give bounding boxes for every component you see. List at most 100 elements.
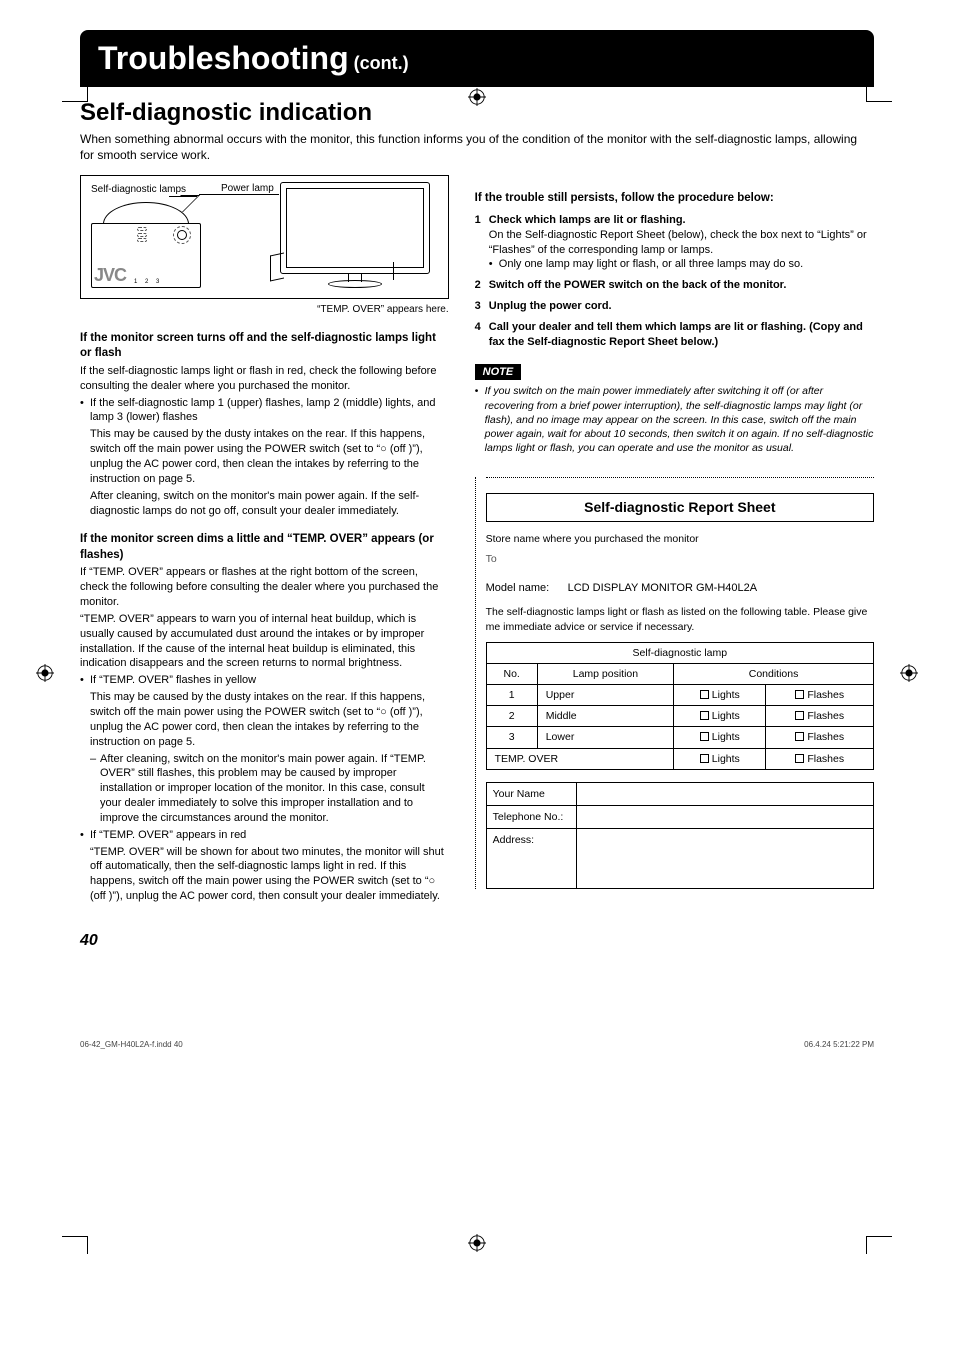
cell-label: Flashes	[807, 731, 844, 743]
crop-corner	[866, 84, 892, 102]
step-number: 4	[475, 320, 481, 350]
title-bar: Troubleshooting (cont.)	[80, 30, 874, 87]
step-number: 2	[475, 278, 481, 293]
cell-flashes[interactable]: Flashes	[766, 706, 874, 727]
crop-corner	[62, 1236, 88, 1254]
cell-lights[interactable]: Lights	[674, 685, 766, 706]
left-column: Self-diagnostic lamps Power lamp JVC 1 2…	[80, 175, 449, 906]
cell-label: Lights	[712, 689, 740, 701]
step-bullet: Only one lamp may light or flash, or all…	[489, 257, 874, 272]
cell-flashes[interactable]: Flashes	[766, 727, 874, 748]
right-column: If the trouble still persists, follow th…	[475, 175, 874, 906]
left-subhead-1: If the monitor screen turns off and the …	[80, 331, 449, 362]
cell-pos: Upper	[537, 685, 673, 706]
cell-no: 1	[486, 685, 537, 706]
cell-label: Lights	[712, 731, 740, 743]
title-cont: (cont.)	[349, 53, 409, 73]
step-title: Call your dealer and tell them which lam…	[489, 320, 874, 350]
your-name-field[interactable]	[576, 782, 873, 805]
step-number: 3	[475, 299, 481, 314]
jvc-logo: JVC	[94, 263, 126, 287]
table-header-span: Self-diagnostic lamp	[486, 642, 873, 663]
body-text: “TEMP. OVER” will be shown for about two…	[80, 845, 449, 904]
cell-lights[interactable]: Lights	[674, 748, 766, 769]
checkbox-icon[interactable]	[700, 754, 709, 763]
contact-table: Your Name Telephone No.: Address:	[486, 782, 874, 889]
col-no: No.	[486, 663, 537, 684]
report-sheet: Self-diagnostic Report Sheet Store name …	[475, 477, 874, 889]
page-content: Troubleshooting (cont.) Self-diagnostic …	[0, 0, 954, 1059]
persist-heading: If the trouble still persists, follow th…	[475, 191, 874, 207]
bullet-item: If the self-diagnostic lamp 1 (upper) fl…	[80, 396, 449, 426]
step-item: 2 Switch off the POWER switch on the bac…	[475, 278, 874, 293]
left-subhead-2: If the monitor screen dims a little and …	[80, 532, 449, 563]
bullet-item: If “TEMP. OVER” appears in red	[80, 828, 449, 843]
crop-corner	[866, 1236, 892, 1254]
cell-flashes[interactable]: Flashes	[766, 748, 874, 769]
step-body: On the Self-diagnostic Report Sheet (bel…	[489, 228, 874, 258]
body-text: “TEMP. OVER” appears to warn you of inte…	[80, 612, 449, 671]
cell-lights[interactable]: Lights	[674, 727, 766, 748]
cell-temp-over: TEMP. OVER	[486, 748, 674, 769]
reg-mark-left	[36, 664, 54, 682]
checkbox-icon[interactable]	[795, 711, 804, 720]
footer-left: 06-42_GM-H40L2A-f.indd 40	[80, 1040, 183, 1049]
cell-label: Flashes	[807, 753, 844, 765]
col-pos: Lamp position	[537, 663, 673, 684]
title-main: Troubleshooting	[98, 40, 349, 76]
store-line: Store name where you purchased the monit…	[486, 532, 874, 546]
step-item: 4 Call your dealer and tell them which l…	[475, 320, 874, 350]
diagram-monitor	[280, 182, 430, 274]
step-number: 1	[475, 213, 481, 272]
step-item: 1 Check which lamps are lit or flashing.…	[475, 213, 874, 272]
checkbox-icon[interactable]	[700, 732, 709, 741]
step-title: Check which lamps are lit or flashing.	[489, 213, 874, 228]
lamp-table: Self-diagnostic lamp No. Lamp position C…	[486, 642, 874, 770]
checkbox-icon[interactable]	[795, 732, 804, 741]
table-row: Self-diagnostic lamp	[486, 642, 873, 663]
checkbox-icon[interactable]	[700, 690, 709, 699]
cell-lights[interactable]: Lights	[674, 706, 766, 727]
footer-right: 06.4.24 5:21:22 PM	[804, 1040, 874, 1049]
note-text: If you switch on the main power immediat…	[475, 384, 874, 455]
body-text: After cleaning, switch on the monitor's …	[80, 489, 449, 519]
checkbox-icon[interactable]	[795, 754, 804, 763]
footer: 06-42_GM-H40L2A-f.indd 40 06.4.24 5:21:2…	[80, 1040, 874, 1049]
cell-label: Flashes	[807, 689, 844, 701]
cell-no: 3	[486, 727, 537, 748]
report-title: Self-diagnostic Report Sheet	[486, 493, 874, 522]
diagram-front-panel: JVC 1 2 3	[91, 208, 201, 288]
step-title: Unplug the power cord.	[489, 299, 874, 314]
section-intro: When something abnormal occurs with the …	[80, 131, 874, 163]
table-row: Address:	[486, 829, 873, 889]
checkbox-icon[interactable]	[795, 690, 804, 699]
note-label: NOTE	[475, 364, 522, 381]
telephone-field[interactable]	[576, 805, 873, 828]
checkbox-icon[interactable]	[700, 711, 709, 720]
address-label: Address:	[486, 829, 576, 889]
diagram: Self-diagnostic lamps Power lamp JVC 1 2…	[80, 175, 449, 299]
table-intro: The self-diagnostic lamps light or flash…	[486, 605, 874, 633]
cell-label: Flashes	[807, 710, 844, 722]
diagram-label-self: Self-diagnostic lamps	[91, 184, 186, 195]
step-title: Switch off the POWER switch on the back …	[489, 278, 874, 293]
table-row: No. Lamp position Conditions	[486, 663, 873, 684]
cell-pos: Lower	[537, 727, 673, 748]
lamp-numbers: 1 2 3	[134, 278, 162, 286]
table-row: 3 Lower Lights Flashes	[486, 727, 873, 748]
address-field[interactable]	[576, 829, 873, 889]
dash-item: After cleaning, switch on the monitor's …	[80, 752, 449, 826]
col-cond: Conditions	[674, 663, 874, 684]
cell-flashes[interactable]: Flashes	[766, 685, 874, 706]
to-line: To	[486, 552, 874, 566]
body-text: This may be caused by the dusty intakes …	[80, 427, 449, 486]
bullet-item: If “TEMP. OVER” flashes in yellow	[80, 673, 449, 688]
diagram-caption: “TEMP. OVER” appears here.	[80, 303, 449, 317]
telephone-label: Telephone No.:	[486, 805, 576, 828]
body-text: If “TEMP. OVER” appears or flashes at th…	[80, 565, 449, 610]
cell-label: Lights	[712, 753, 740, 765]
step-item: 3 Unplug the power cord.	[475, 299, 874, 314]
table-row: TEMP. OVER Lights Flashes	[486, 748, 873, 769]
table-row: Telephone No.:	[486, 805, 873, 828]
table-row: Your Name	[486, 782, 873, 805]
